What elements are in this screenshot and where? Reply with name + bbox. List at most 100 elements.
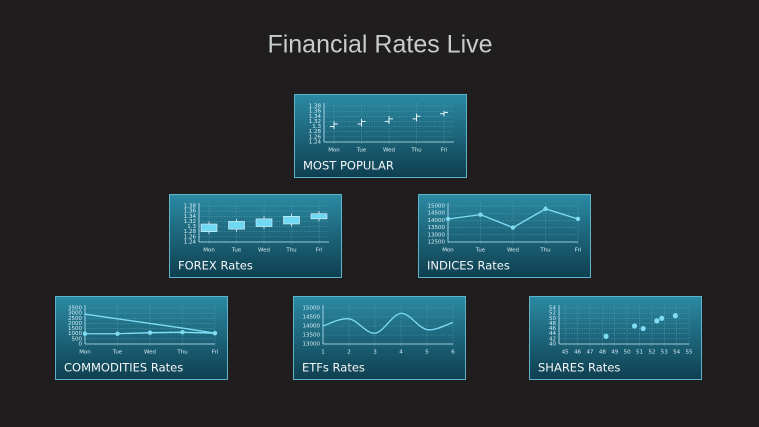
y-tick-label: 3500 — [68, 306, 82, 312]
tile[interactable]: INDICES Rates 12500 1300013500140001450015… — [418, 194, 591, 278]
y-tick-label: 50 — [549, 316, 556, 322]
y-tick-label: 1.36 — [309, 109, 322, 115]
y-tick-label: 13500 — [303, 333, 321, 339]
x-tick-label: 46 — [574, 350, 581, 356]
candle-body — [310, 213, 328, 220]
line — [84, 313, 216, 334]
y-tick-label: 15000 — [303, 306, 321, 312]
x-tick-label: Tue — [231, 248, 242, 254]
x-tick-label: 49 — [611, 350, 618, 356]
tile-label: SHARES Rates — [538, 361, 620, 375]
x-tick-label: 48 — [599, 350, 606, 356]
y-tick-label: 1.32 — [309, 119, 321, 125]
x-tick-label: 4 — [399, 350, 403, 356]
app-title: Financial Rates Live — [267, 31, 492, 59]
x-tick-label: 6 — [451, 350, 455, 356]
x-tick-label: Fri — [316, 248, 323, 254]
x-tick-label: Wed — [144, 350, 156, 356]
y-tick-label: 54 — [549, 306, 556, 312]
x-tick-label: Thu — [176, 350, 187, 356]
x-tick-label: 51 — [636, 350, 643, 356]
x-tick-label: Mon — [79, 350, 91, 356]
y-tick-label: 12500 — [428, 240, 446, 246]
candle-body — [283, 215, 300, 225]
y-tick-label: 40 — [549, 342, 556, 348]
y-tick-label: 14500 — [428, 211, 446, 217]
y-tick-label: 15000 — [428, 204, 446, 210]
line-marker — [115, 331, 120, 336]
y-tick-label: 1.24 — [184, 240, 197, 246]
x-tick-label: 53 — [661, 350, 668, 356]
line-marker — [575, 216, 581, 222]
y-tick-label: 1.28 — [309, 129, 322, 135]
x-tick-label: Fri — [575, 248, 582, 254]
x-tick-label: 47 — [586, 350, 593, 356]
tile[interactable]: FOREX Rates 1.241.261.281.31.321.341.361.… — [169, 194, 342, 278]
y-tick-label: 13000 — [303, 342, 321, 348]
scatter-point — [654, 318, 660, 324]
x-tick-label: 45 — [562, 350, 569, 356]
tile[interactable]: MOST POPULAR 1.241.261.281.31.321.341.361… — [294, 94, 467, 178]
y-tick-label: 3000 — [68, 311, 82, 317]
x-tick-label: Tue — [112, 350, 123, 356]
x-tick-label: 54 — [673, 350, 680, 356]
line-marker — [212, 331, 218, 336]
x-tick-label: 3 — [373, 350, 377, 356]
tile[interactable]: COMMODITIES Rates 05001000150020002500300… — [55, 296, 228, 380]
y-tick-label: 14500 — [303, 315, 321, 321]
y-tick-label: 1.28 — [184, 229, 197, 235]
x-tick-label: Thu — [539, 248, 550, 254]
x-tick-label: 1 — [321, 350, 325, 356]
x-tick-label: 2 — [347, 350, 351, 356]
tile-label: COMMODITIES Rates — [64, 361, 183, 375]
scatter-point — [672, 313, 678, 319]
tile-label: FOREX Rates — [178, 259, 253, 273]
scatter-point — [640, 325, 646, 332]
y-tick-label: 1.3 — [312, 124, 321, 130]
tile-label: MOST POPULAR — [303, 159, 394, 173]
tile-background — [55, 296, 228, 380]
x-tick-label: 52 — [648, 350, 655, 356]
tile-label: INDICES Rates — [427, 259, 510, 273]
y-tick-label: 1.3 — [187, 224, 196, 230]
y-tick-label: 13000 — [428, 232, 446, 238]
y-tick-label: 13500 — [428, 225, 446, 231]
line-marker — [180, 329, 185, 335]
tile-background — [529, 296, 702, 380]
y-tick-label: 14000 — [428, 218, 446, 224]
y-tick-label: 0 — [79, 342, 83, 348]
x-tick-label: Thu — [410, 148, 421, 154]
x-tick-label: 5 — [425, 350, 429, 356]
y-tick-label: 1500 — [68, 326, 82, 332]
x-tick-label: Mon — [203, 248, 215, 254]
tile-background — [169, 194, 342, 278]
x-tick-label: Tue — [475, 248, 486, 254]
candle-body — [255, 218, 273, 227]
y-tick-label: 1.26 — [309, 134, 322, 140]
tile-background — [418, 194, 591, 278]
x-tick-label: Mon — [442, 248, 454, 254]
x-tick-label: Tue — [356, 148, 367, 154]
y-tick-label: 1.34 — [184, 214, 197, 220]
y-tick-label: 1.26 — [184, 234, 197, 240]
y-tick-label: 500 — [72, 336, 83, 342]
y-tick-label: 1.38 — [309, 104, 322, 110]
y-tick-label: 1.24 — [309, 140, 322, 146]
scatter-point — [603, 333, 609, 339]
candle-body — [228, 221, 245, 230]
line-marker — [445, 216, 451, 222]
y-tick-label: 52 — [549, 311, 556, 317]
scatter-point — [631, 323, 638, 329]
line-marker — [543, 206, 548, 212]
y-tick-label: 1.38 — [184, 204, 197, 210]
x-tick-label: Wed — [258, 248, 270, 254]
x-tick-label: Thu — [285, 248, 296, 254]
y-tick-label: 2500 — [68, 316, 82, 322]
x-tick-label: Fri — [212, 350, 219, 356]
y-tick-label: 42 — [549, 336, 556, 342]
x-tick-label: 55 — [686, 350, 693, 356]
tile[interactable]: ETFs Rates 13000 13500 14000 14500 15000 1 2 3 4 5… — [293, 296, 466, 380]
tile-background — [294, 94, 467, 178]
